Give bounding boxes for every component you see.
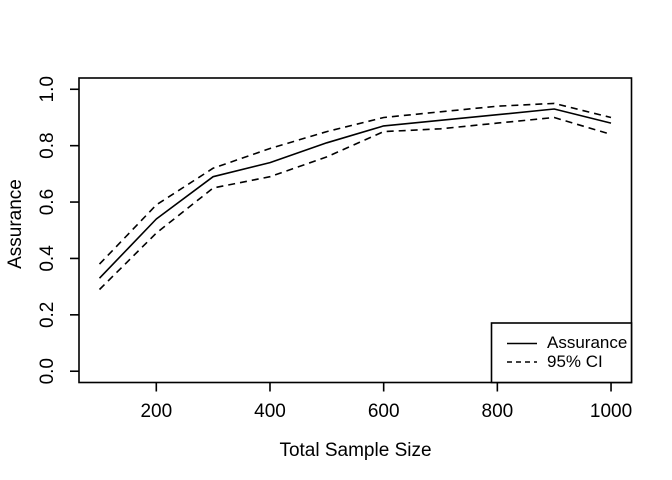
x-axis-title: Total Sample Size (279, 440, 432, 461)
y-tick-label: 0.4 (37, 245, 58, 272)
y-tick-label: 0.0 (37, 358, 58, 384)
plot-border (78, 77, 633, 384)
y-tick-label: 1.0 (37, 76, 58, 102)
x-tick-label: 1000 (590, 401, 632, 422)
ci-upper-line (98, 102, 612, 265)
legend-box (490, 322, 633, 384)
y-tick-label: 0.2 (37, 302, 58, 328)
y-axis-title: Assurance (5, 179, 26, 269)
assurance-line (98, 108, 612, 279)
x-tick-label: 600 (368, 401, 400, 422)
legend-label-assurance: Assurance (547, 333, 628, 352)
ci-lower-line (98, 116, 612, 291)
x-tick-label: 400 (254, 401, 286, 422)
y-tick-label: 0.8 (37, 132, 58, 158)
legend-label-95ci: 95% CI (547, 352, 603, 371)
y-tick-label: 0.6 (37, 189, 58, 215)
x-tick-label: 800 (482, 401, 514, 422)
x-tick-label: 200 (140, 401, 172, 422)
